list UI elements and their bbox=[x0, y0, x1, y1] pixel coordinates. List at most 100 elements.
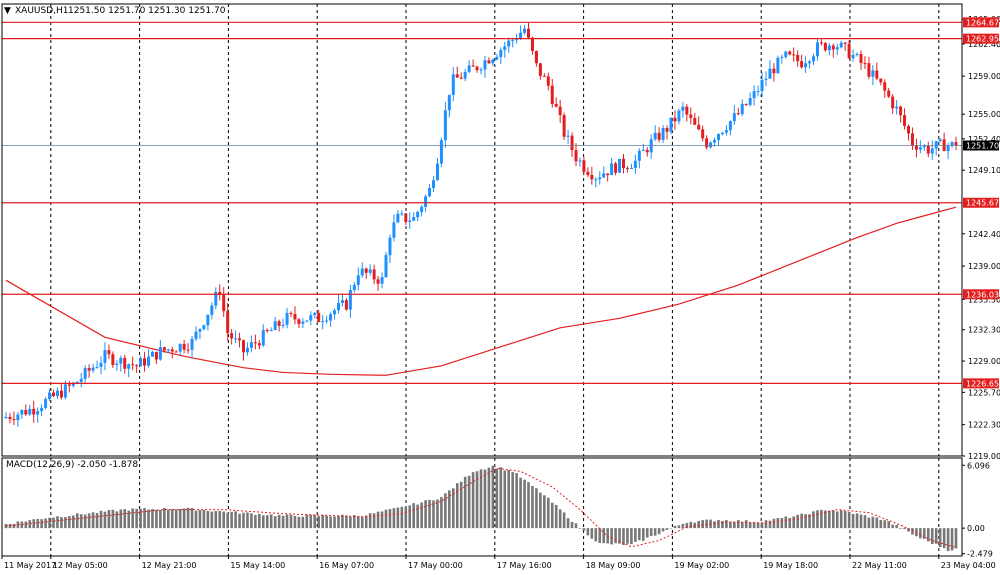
candle-body bbox=[329, 314, 333, 321]
candle-body bbox=[325, 320, 329, 322]
candle-body bbox=[511, 39, 515, 41]
candle-body bbox=[752, 91, 756, 99]
macd-bar bbox=[657, 528, 661, 535]
macd-bar bbox=[250, 513, 253, 529]
candle-body bbox=[918, 147, 922, 150]
macd-signal-polyline bbox=[5, 467, 957, 549]
candle-body bbox=[455, 74, 459, 78]
macd-bar bbox=[242, 512, 245, 529]
price-tick-label: 1235.50 bbox=[968, 295, 1000, 304]
macd-bar bbox=[424, 500, 427, 529]
macd-bar bbox=[661, 528, 665, 532]
time-tick-label: 16 May 07:00 bbox=[319, 561, 374, 570]
level-tag[interactable] bbox=[963, 289, 999, 300]
candle-body bbox=[899, 106, 903, 116]
macd-bar bbox=[214, 511, 218, 529]
macd-bar bbox=[574, 523, 578, 529]
candle-body bbox=[83, 368, 87, 379]
macd-bar bbox=[649, 528, 653, 536]
macd-signal-line bbox=[5, 467, 957, 549]
candle-body bbox=[760, 79, 764, 92]
macd-bar bbox=[143, 508, 146, 529]
price-tick-label: 1255.00 bbox=[968, 110, 1000, 119]
macd-bar bbox=[459, 481, 463, 529]
candle-body bbox=[439, 140, 443, 164]
macd-bar bbox=[182, 508, 186, 529]
macd-bar bbox=[701, 520, 704, 529]
macd-bar bbox=[254, 515, 257, 529]
candle-body bbox=[412, 217, 416, 221]
collapse-triangle-icon[interactable]: ▼ bbox=[4, 6, 11, 16]
candle-body bbox=[554, 103, 558, 107]
candle-body bbox=[792, 54, 796, 56]
candle-body bbox=[487, 60, 491, 64]
macd-bar bbox=[550, 502, 554, 529]
macd-bar bbox=[111, 509, 115, 529]
candle-body bbox=[249, 342, 253, 348]
candle-body bbox=[938, 139, 942, 142]
price-tick-label: 1242.40 bbox=[968, 230, 1000, 239]
candle-body bbox=[780, 56, 784, 58]
macd-bar bbox=[689, 521, 693, 529]
candle-body bbox=[392, 222, 396, 238]
candle-body bbox=[728, 121, 732, 131]
candle-body bbox=[79, 378, 83, 382]
level-tag[interactable] bbox=[963, 378, 999, 389]
level-tag[interactable] bbox=[963, 33, 999, 44]
macd-bar bbox=[772, 518, 776, 529]
level-tag[interactable] bbox=[963, 197, 999, 208]
macd-bar bbox=[12, 523, 16, 529]
candle-body bbox=[527, 28, 530, 38]
candle-body bbox=[420, 206, 424, 212]
macd-bar bbox=[159, 509, 162, 529]
candle-body bbox=[52, 392, 55, 397]
macd-bar bbox=[131, 508, 134, 529]
price-tick-label: 1222.30 bbox=[968, 421, 1000, 430]
macd-bar bbox=[123, 509, 127, 529]
macd-bar bbox=[543, 495, 546, 529]
candle-body bbox=[123, 357, 127, 369]
candle-body bbox=[8, 416, 12, 420]
macd-bar bbox=[915, 528, 918, 537]
macd-bar bbox=[665, 528, 669, 530]
macd-bar bbox=[178, 509, 182, 529]
macd-bar bbox=[420, 502, 423, 529]
candle-body bbox=[340, 300, 344, 303]
candle-body bbox=[519, 32, 523, 40]
macd-bar bbox=[79, 514, 83, 529]
candle-body bbox=[546, 76, 550, 86]
macd-bar bbox=[218, 510, 222, 529]
level-tag[interactable] bbox=[963, 17, 999, 28]
candle-body bbox=[530, 37, 534, 51]
macd-bar bbox=[824, 510, 827, 529]
macd-bar bbox=[796, 514, 799, 529]
candle-body bbox=[681, 106, 685, 111]
macd-bar bbox=[372, 513, 376, 529]
candle-body bbox=[467, 65, 471, 73]
candle-body bbox=[301, 321, 305, 324]
candle-body bbox=[843, 42, 847, 44]
candle-body bbox=[542, 75, 546, 77]
candle-body bbox=[479, 69, 483, 71]
macd-bar bbox=[475, 471, 479, 529]
candle-body bbox=[717, 134, 720, 140]
candle-body bbox=[495, 56, 499, 60]
candle-body bbox=[36, 411, 40, 415]
macd-bar bbox=[40, 519, 43, 529]
candle-body bbox=[891, 96, 895, 109]
candle-body bbox=[523, 28, 527, 33]
candle-body bbox=[578, 160, 582, 162]
time-tick-label: 12 May 21:00 bbox=[142, 561, 197, 570]
candle-body bbox=[293, 313, 297, 320]
macd-bar bbox=[598, 528, 602, 543]
macd-bar bbox=[697, 520, 701, 529]
candle-body bbox=[20, 409, 24, 415]
candle-body bbox=[352, 284, 356, 291]
macd-bar bbox=[677, 525, 681, 529]
candle-body bbox=[697, 124, 701, 130]
candle-body bbox=[653, 132, 657, 140]
candle-body bbox=[677, 110, 681, 122]
macd-bar bbox=[558, 509, 562, 529]
candle-body bbox=[333, 310, 337, 315]
macd-bar bbox=[230, 511, 233, 529]
